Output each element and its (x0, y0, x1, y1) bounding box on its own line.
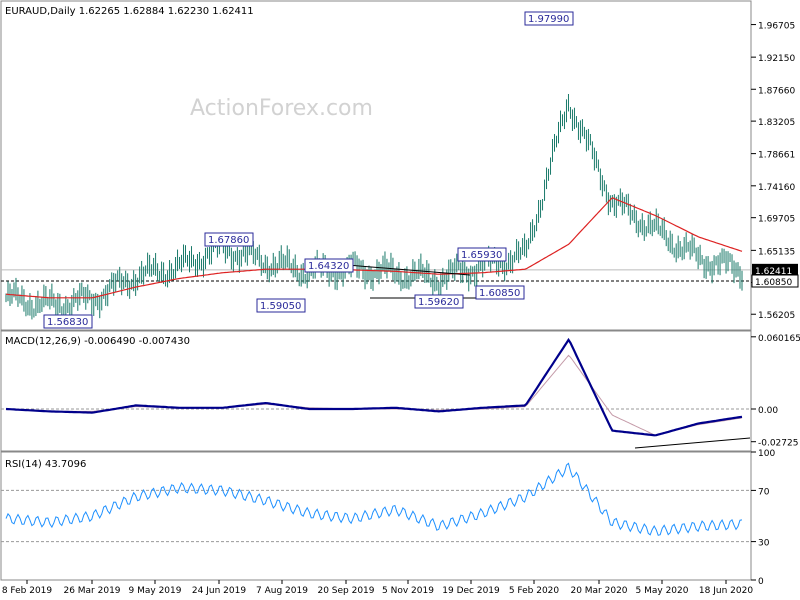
rsi-header: RSI(14) 43.7096 (5, 459, 86, 470)
xtick-label: 20 Sep 2019 (317, 586, 374, 596)
price-annotation-label: 1.59620 (418, 297, 459, 308)
price-annotation-label: 1.60850 (479, 288, 520, 299)
symbol-header: EURAUD,Daily 1.62265 1.62884 1.62230 1.6… (5, 6, 254, 17)
price-ytick-label: 1.78661 (758, 151, 795, 161)
xtick-label: 19 Dec 2019 (442, 586, 500, 596)
price-annotation-label: 1.65930 (461, 250, 502, 261)
macd-line (5, 337, 743, 437)
price-annotation-label: 1.56830 (47, 317, 88, 328)
xtick-label: 9 May 2019 (129, 586, 182, 596)
xtick-label: 5 Feb 2020 (509, 586, 560, 596)
xtick-label: 24 Jun 2019 (192, 586, 246, 596)
price-ytick-label: 1.69705 (758, 215, 795, 225)
price-annotation-box (256, 298, 306, 313)
price-ytick-label: 1.56205 (758, 311, 795, 321)
xtick-label: 26 Mar 2019 (63, 586, 120, 596)
price-annotation-box (524, 11, 574, 26)
macd-ytick-label: -0.02725 (758, 439, 798, 449)
rsi-line (5, 462, 743, 536)
price-ytick-label: 1.92150 (758, 54, 795, 64)
price-annotation-label: 1.67860 (208, 235, 249, 246)
price-ytick-label: 1.65135 (758, 247, 795, 257)
macd-panel (0, 330, 752, 452)
xtick-label: 20 Mar 2020 (570, 586, 627, 596)
rsi-ytick-label: 70 (758, 487, 770, 497)
price-annotation-box (304, 258, 354, 273)
rsi-ytick-label: 100 (758, 449, 775, 459)
xtick-label: 18 Jun 2020 (699, 586, 753, 596)
current-price-box (752, 263, 798, 276)
rsi-ytick-label: 0 (758, 577, 764, 587)
support-label: 1.60850 (755, 278, 792, 288)
price-annotation-box (414, 294, 464, 309)
price-ytick-label: 1.83205 (758, 118, 795, 128)
price-annotation-box (204, 232, 254, 247)
price-annotation-label: 1.64320 (308, 261, 349, 272)
macd-ytick-label: 0.00 (758, 406, 778, 416)
support-box (751, 274, 799, 288)
price-annotation-box (457, 247, 507, 262)
xtick-label: 8 Feb 2019 (2, 586, 53, 596)
macd-header: MACD(12,26,9) -0.006490 -0.007430 (5, 336, 190, 347)
moving-average-line (5, 197, 743, 299)
price-ytick-label: 1.74160 (758, 183, 795, 193)
price-ytick-label: 1.87660 (758, 86, 795, 96)
xtick-label: 5 May 2020 (636, 586, 689, 596)
price-annotation-box (475, 285, 525, 300)
rsi-ytick-label: 30 (758, 539, 770, 549)
current-price-label: 1.62411 (755, 267, 792, 277)
xtick-label: 5 Nov 2019 (382, 586, 434, 596)
price-annotation-label: 1.59050 (260, 301, 301, 312)
watermark: ActionForex.com (190, 96, 373, 121)
xtick-label: 7 Aug 2019 (256, 586, 308, 596)
trendline-upper (334, 263, 471, 276)
macd-ytick-label: 0.060165 (758, 334, 800, 344)
chart-marks: 1.96705 1.92150 1.87660 1.83205 1.78661 1.741… (1, 11, 800, 596)
rsi-panel (0, 451, 752, 581)
price-annotation-box (43, 314, 93, 329)
price-ytick-label: 1.96705 (758, 22, 795, 32)
price-annotation-label: 1.97990 (528, 14, 569, 25)
macd-trendline (634, 437, 751, 449)
